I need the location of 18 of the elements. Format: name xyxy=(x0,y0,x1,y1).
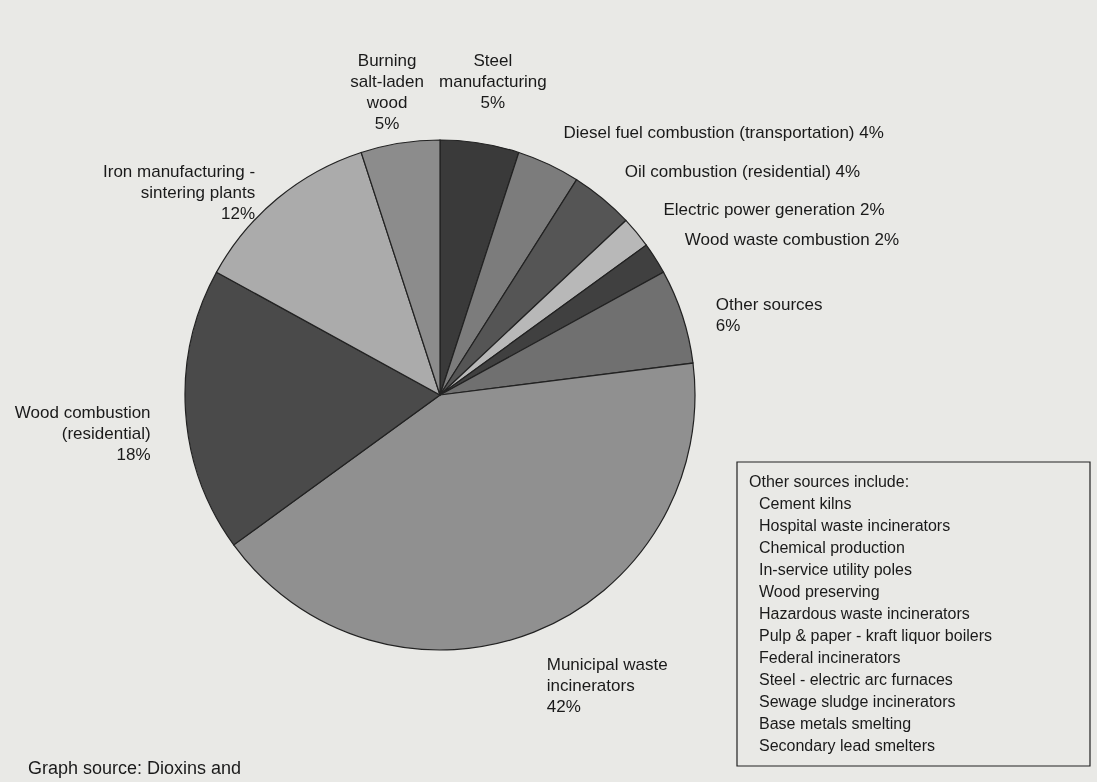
data-label: 42% xyxy=(546,696,581,716)
slice-label: Burning salt-laden wood xyxy=(350,51,424,113)
data-label: 6% xyxy=(715,316,741,336)
text: Other sources include: Cement kilns Hospital waste incinerators Chemical production In-service utility poles Wood preserving Hazardous waste incinerators Pulp & paper - kraft liquor boilers Federal incinerators Steel - electric arc furnaces Sewage sludge incinerators Base metals smelting Secondary lead smelters xyxy=(749,473,992,754)
slice-label: Diesel fuel combustion (transportation) 4% xyxy=(563,122,884,142)
slice-label: Wood combustion (residential) xyxy=(14,403,151,444)
slice-label: Other sources xyxy=(715,295,823,315)
slice-label: Wood waste combustion 2% xyxy=(684,229,900,249)
data-label: 12% xyxy=(221,203,256,223)
data-label: 5% xyxy=(374,114,400,134)
slice-label: Steel manufacturing xyxy=(439,51,547,92)
slice-label: Municipal waste incinerators xyxy=(546,654,668,695)
slice-label: Electric power generation 2% xyxy=(663,200,885,220)
slice-label: Oil combustion (residential) 4% xyxy=(624,161,861,181)
text: Graph source: Dioxins and xyxy=(28,758,242,778)
slice-label: Iron manufacturing - sintering plants xyxy=(103,161,256,202)
data-label: 5% xyxy=(480,93,506,113)
data-label: 18% xyxy=(116,445,151,465)
